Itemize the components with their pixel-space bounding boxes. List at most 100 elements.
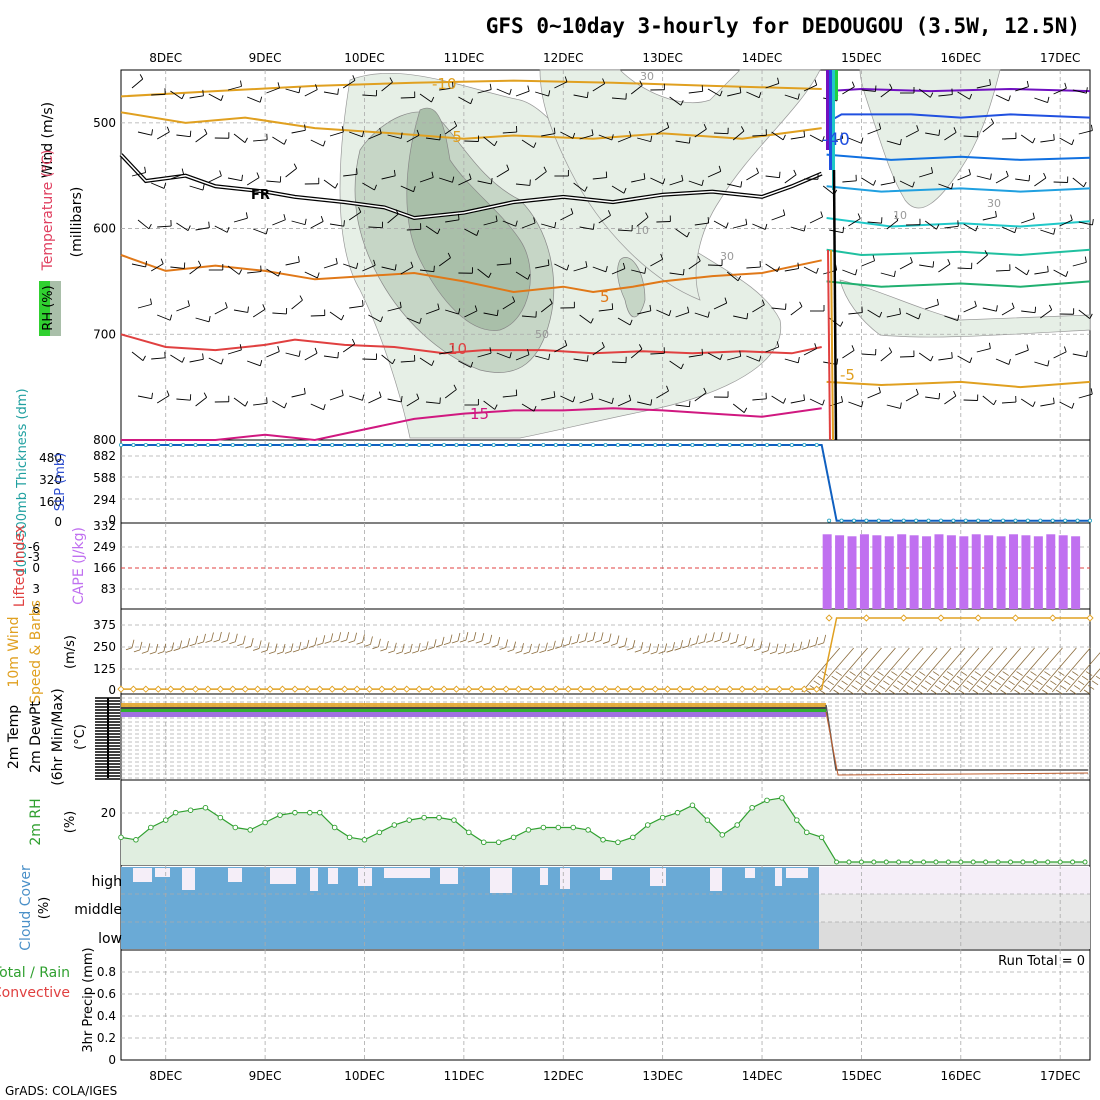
wind-barb bbox=[554, 81, 568, 89]
cloud-gap bbox=[358, 868, 372, 886]
wind10m-barb-tick bbox=[1044, 671, 1051, 676]
wind-barb bbox=[694, 128, 707, 138]
wind-barb bbox=[291, 299, 303, 310]
wind-barb-flag bbox=[314, 347, 318, 354]
wind-barb bbox=[694, 392, 707, 402]
rh2m-tick: 20 bbox=[101, 806, 116, 820]
wind10m-barb-flag bbox=[322, 635, 326, 644]
wind-barb-flag bbox=[889, 83, 893, 89]
rh2m-marker bbox=[921, 859, 926, 865]
wind-barb bbox=[285, 88, 300, 94]
wind-barb bbox=[861, 260, 875, 267]
wind-barb-flag bbox=[601, 342, 605, 348]
wind-marker bbox=[403, 685, 411, 693]
cape-bar bbox=[1021, 535, 1031, 609]
wind10m-barb-tick bbox=[887, 675, 894, 681]
slp-marker bbox=[566, 442, 571, 447]
wind-marker bbox=[179, 685, 187, 693]
wind-barb-flag bbox=[208, 316, 211, 322]
slp-marker bbox=[330, 442, 335, 447]
wind-barb-flag bbox=[400, 395, 403, 402]
wind-barb-flag bbox=[951, 183, 954, 189]
wind-barb-flag bbox=[220, 95, 224, 101]
slp-marker bbox=[504, 442, 509, 447]
wind-barb-flag bbox=[373, 259, 376, 266]
wind-barb bbox=[842, 269, 856, 276]
wind10m-barb-long bbox=[982, 647, 1021, 693]
wind-barb-flag bbox=[304, 124, 306, 131]
wind-marker bbox=[651, 685, 659, 693]
wind-barb-flag bbox=[495, 215, 498, 222]
wind10m-barb-long bbox=[926, 647, 966, 693]
wind-barb-flag bbox=[1090, 388, 1093, 395]
wind10m-barb-tick bbox=[849, 671, 856, 676]
slp-marker bbox=[690, 442, 695, 447]
wind-barb-flag bbox=[259, 360, 263, 366]
wind-barb-flag bbox=[893, 270, 896, 277]
rh2m-marker bbox=[659, 814, 666, 821]
wind-marker bbox=[154, 685, 162, 693]
wind-barb-flag bbox=[990, 118, 995, 124]
wind-barb-flag bbox=[1014, 227, 1017, 233]
wind10m-barb-tick bbox=[847, 689, 854, 695]
rh2m-panel: 20 2m RH (%) bbox=[28, 780, 1090, 865]
wind-barb bbox=[617, 317, 631, 326]
wind-barb-flag bbox=[681, 174, 684, 181]
wind10m-barb-tick bbox=[875, 689, 882, 695]
wind-barb-flag bbox=[764, 223, 768, 230]
rh2m-marker bbox=[187, 807, 194, 813]
wind10m-barbs bbox=[125, 631, 1100, 695]
wind10m-barb bbox=[133, 649, 141, 653]
wind10m-grid bbox=[121, 609, 1090, 694]
slp-marker bbox=[951, 518, 956, 523]
wind-barb bbox=[631, 178, 645, 183]
wind-barb bbox=[598, 214, 611, 224]
rh2m-line bbox=[120, 797, 1085, 863]
cape-bar bbox=[872, 535, 882, 609]
wind10m-barb bbox=[483, 642, 490, 646]
rh2m-marker bbox=[585, 827, 591, 833]
wind10m-barb-tick bbox=[938, 680, 946, 686]
wind-barb bbox=[208, 93, 222, 101]
wind10m-barb-long bbox=[815, 647, 855, 693]
wind-barb bbox=[573, 358, 588, 362]
rh2m-marker bbox=[846, 859, 852, 865]
wind-barb-flag bbox=[1053, 134, 1055, 141]
strip-green bbox=[835, 70, 838, 100]
isotherm-line bbox=[826, 248, 1091, 257]
wind10m-barb bbox=[316, 642, 323, 646]
cape-bar bbox=[946, 535, 956, 609]
wind10m-barb-tick bbox=[972, 689, 979, 695]
wind10m-barb-flag bbox=[409, 643, 413, 653]
wind-barb-flag bbox=[451, 345, 454, 352]
wind-barb-flag bbox=[533, 405, 537, 412]
wind-barb bbox=[963, 223, 976, 232]
wind-barb bbox=[246, 177, 260, 186]
wind10m-barb-tick bbox=[1095, 675, 1100, 680]
wind-barb bbox=[247, 271, 262, 274]
wind-barb-flag bbox=[453, 384, 457, 390]
wind10m-frame bbox=[120, 608, 1091, 695]
wind-barb bbox=[521, 222, 536, 229]
wind-barb-flag bbox=[284, 402, 287, 409]
wind-barb bbox=[1034, 361, 1048, 367]
wind10m-barb-tick bbox=[1060, 685, 1067, 690]
wind-barb-flag bbox=[666, 121, 670, 128]
isotherm-line bbox=[120, 111, 822, 140]
wind-barb bbox=[477, 352, 492, 358]
wind10m-barb-tick bbox=[827, 680, 834, 686]
strip-black bbox=[832, 169, 838, 441]
wind-barb-flag bbox=[527, 274, 531, 280]
wind-barb-flag bbox=[1043, 172, 1047, 179]
wind-marker bbox=[278, 685, 287, 693]
wind10m-barb-tick bbox=[1018, 685, 1025, 690]
wind-barb bbox=[746, 172, 759, 181]
wind10m-barb-tick bbox=[823, 685, 830, 690]
wind10m-barb-flag bbox=[545, 642, 548, 651]
wind-marker bbox=[490, 685, 498, 693]
pressure-tick: 800 bbox=[93, 433, 116, 447]
strip-purple bbox=[826, 70, 829, 150]
wind-barb bbox=[976, 175, 991, 180]
wind-barb bbox=[1040, 403, 1055, 407]
wind-barb-flag bbox=[662, 178, 666, 185]
